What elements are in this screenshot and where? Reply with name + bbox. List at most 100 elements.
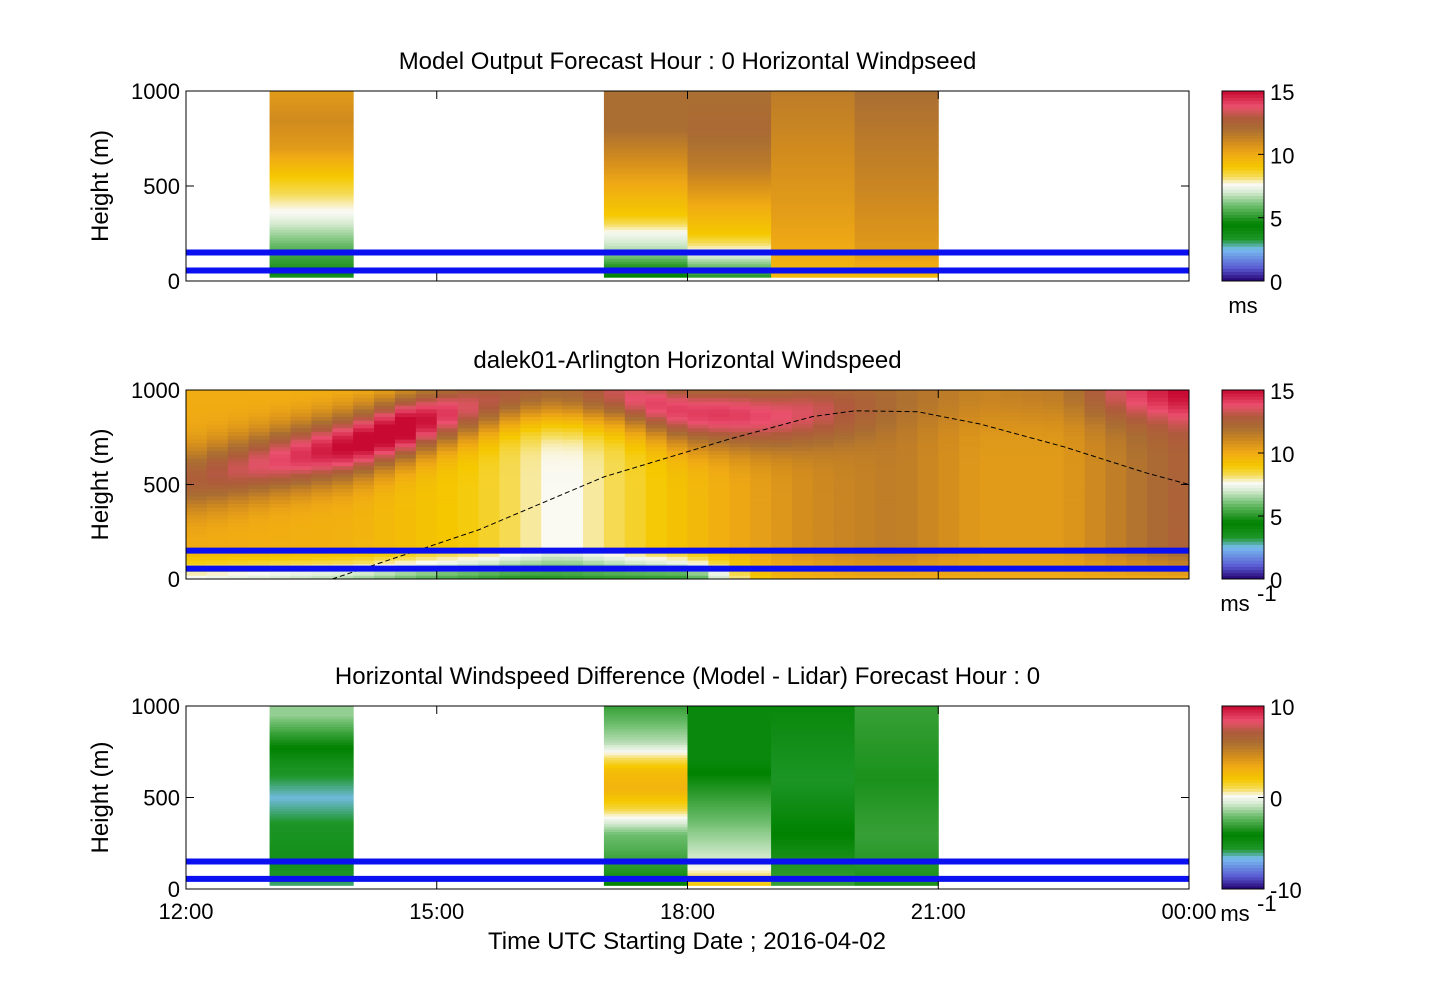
heatmap-cell: [603, 706, 688, 710]
colorbar-segment: [1222, 506, 1264, 511]
heatmap-cell: [854, 146, 939, 151]
colorbar-tick-label: 0: [1270, 787, 1282, 812]
heatmap-cell: [457, 408, 480, 414]
heatmap-cell: [896, 390, 918, 395]
heatmap-cell: [687, 811, 772, 815]
heatmap-cell: [771, 772, 856, 776]
heatmap-cell: [833, 439, 856, 444]
heatmap-cell: [812, 473, 835, 478]
heatmap-cell: [1000, 560, 1023, 565]
heatmap-cell: [186, 424, 208, 429]
heatmap-cell: [1168, 450, 1190, 455]
heatmap-cell: [875, 461, 897, 467]
heatmap-cell: [1147, 427, 1169, 433]
heatmap-cell: [269, 173, 354, 177]
heatmap-cell: [687, 263, 772, 268]
heatmap-cell: [854, 811, 939, 815]
heatmap-cell: [562, 405, 584, 410]
heatmap-cell: [186, 416, 208, 421]
heatmap-cell: [603, 818, 688, 822]
heatmap-cell: [374, 544, 396, 550]
heatmap-cell: [854, 173, 939, 177]
heatmap-cell: [896, 473, 918, 478]
heatmap-cell: [394, 556, 417, 561]
heatmap-cell: [478, 427, 500, 433]
heatmap-cell: [750, 537, 772, 542]
heatmap-cell: [645, 473, 668, 478]
heatmap-cell: [687, 173, 772, 177]
heatmap-cell: [478, 537, 500, 542]
heatmap-cell: [645, 495, 668, 501]
heatmap-cell: [980, 575, 1002, 580]
heatmap-cell: [353, 480, 375, 485]
heatmap-cell: [499, 393, 521, 399]
colorbar-segment: [1222, 154, 1264, 158]
heatmap-cell: [603, 762, 688, 766]
heatmap-cell: [771, 723, 856, 727]
heatmap-cell: [394, 510, 417, 516]
heatmap-cell: [729, 469, 751, 474]
heatmap-cell: [750, 439, 772, 444]
heatmap-cell: [645, 397, 668, 402]
heatmap-cell: [854, 136, 939, 140]
heatmap-cell: [771, 112, 856, 116]
heatmap-cell: [687, 841, 772, 845]
heatmap-cell: [186, 412, 208, 417]
heatmap-cell: [478, 446, 500, 451]
heatmap-cell: [1105, 537, 1127, 542]
heatmap-cell: [687, 194, 772, 198]
heatmap-cell: [227, 465, 250, 470]
heatmap-cell: [771, 757, 856, 761]
heatmap-cell: [415, 537, 438, 542]
heatmap-cell: [687, 255, 772, 260]
heatmap-cell: [1063, 510, 1086, 516]
heatmap-cell: [583, 450, 605, 455]
heatmap-cell: [541, 469, 563, 474]
heatmap-cell: [603, 408, 626, 414]
heatmap-cell: [750, 431, 772, 436]
heatmap-cell: [603, 117, 688, 121]
heatmap-cell: [854, 200, 939, 204]
heatmap-cell: [771, 716, 856, 720]
heatmap-cell: [687, 721, 772, 725]
heatmap-cell: [645, 488, 668, 493]
heatmap-cell: [248, 560, 271, 565]
heatmap-cell: [729, 454, 751, 459]
heatmap-cell: [1126, 571, 1148, 576]
heatmap-cell: [771, 706, 856, 710]
heatmap-cell: [959, 514, 981, 520]
heatmap-cell: [374, 465, 396, 470]
heatmap-cell: [771, 800, 856, 804]
heatmap-cell: [687, 120, 772, 124]
heatmap-cell: [791, 492, 814, 497]
x-tick-label: 21:00: [911, 899, 966, 924]
heatmap-cell: [603, 154, 688, 158]
heatmap-cell: [394, 514, 417, 520]
heatmap-cell: [854, 772, 939, 776]
heatmap-cell: [603, 729, 688, 733]
heatmap-cell: [771, 122, 856, 127]
heatmap-cell: [771, 476, 793, 482]
heatmap-cell: [771, 746, 856, 751]
heatmap-cell: [1084, 499, 1106, 504]
heatmap-cell: [896, 529, 918, 535]
heatmap-cell: [771, 510, 793, 516]
heatmap-cell: [227, 575, 250, 580]
heatmap-cell: [1105, 526, 1127, 531]
heatmap-cell: [374, 480, 396, 485]
heatmap-cell: [415, 424, 438, 429]
heatmap-cell: [415, 461, 438, 467]
heatmap-cell: [269, 503, 291, 508]
heatmap-cell: [290, 533, 312, 538]
heatmap-cell: [562, 461, 584, 467]
heatmap-cell: [938, 427, 960, 433]
heatmap-cell: [478, 458, 500, 463]
heatmap-cell: [1168, 484, 1190, 489]
heatmap-cell: [708, 431, 730, 436]
heatmap-cell: [520, 397, 542, 402]
heatmap-cell: [771, 157, 856, 161]
heatmap-cell: [603, 263, 688, 268]
heatmap-cell: [290, 510, 312, 516]
heatmap-cell: [1168, 408, 1190, 414]
heatmap-cell: [206, 454, 229, 459]
